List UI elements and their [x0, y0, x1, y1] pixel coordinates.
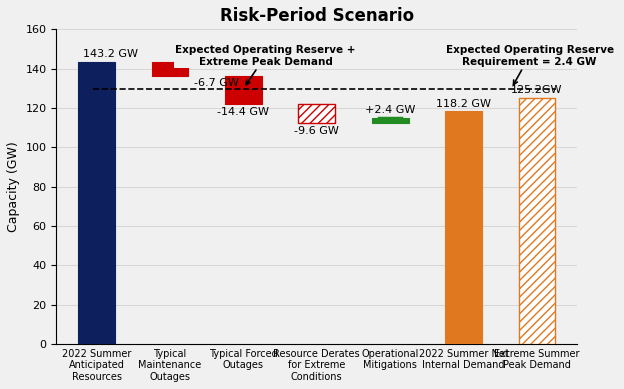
Bar [519, 98, 555, 344]
Text: Expected Operating Reserve
Requirement = 2.4 GW: Expected Operating Reserve Requirement =… [446, 45, 613, 85]
Text: +2.4 GW: +2.4 GW [365, 105, 416, 115]
Bar [445, 112, 482, 344]
Text: -9.6 GW: -9.6 GW [295, 126, 339, 136]
Text: 118.2 GW: 118.2 GW [436, 98, 491, 109]
Bar [298, 104, 335, 123]
Bar [79, 62, 115, 344]
Text: -14.4 GW: -14.4 GW [217, 107, 270, 117]
Title: Risk-Period Scenario: Risk-Period Scenario [220, 7, 414, 25]
Bar [225, 75, 262, 104]
Bar [152, 62, 188, 75]
Text: 143.2 GW: 143.2 GW [84, 49, 139, 60]
Text: 125.2GW: 125.2GW [511, 85, 563, 95]
Text: Expected Operating Reserve +
Extreme Peak Demand: Expected Operating Reserve + Extreme Pea… [175, 45, 356, 85]
Text: -6.7 GW: -6.7 GW [193, 78, 238, 88]
Bar [372, 118, 409, 123]
Y-axis label: Capacity (GW): Capacity (GW) [7, 141, 20, 232]
